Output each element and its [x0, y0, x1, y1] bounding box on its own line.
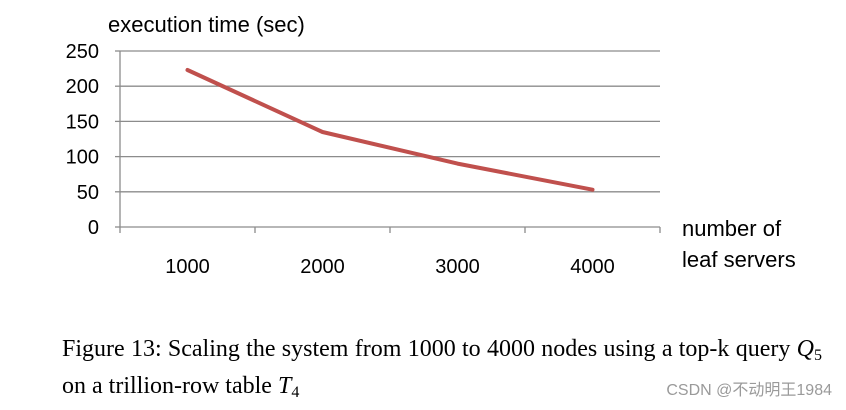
series [185, 68, 595, 192]
x-tick-label: 1000 [165, 256, 210, 278]
x-tick-label: 2000 [300, 256, 345, 278]
x-axis-label: number of leaf servers [682, 213, 796, 275]
figure-caption: Figure 13: Scaling the system from 1000 … [62, 334, 822, 408]
caption-text-2: on a trillion-row table [62, 373, 278, 399]
x-tick-label: 3000 [435, 256, 480, 278]
series-line [185, 68, 595, 192]
line-chart: 0 50 100 150 200 250 1000 2000 3000 4000 [66, 41, 661, 278]
x-tick-labels: 1000 2000 3000 4000 [165, 256, 615, 278]
y-tick-labels: 0 50 100 150 200 250 [66, 41, 99, 239]
y-tick-label: 200 [66, 76, 99, 98]
caption-table-symbol: T4 [277, 373, 300, 401]
y-tick-label: 150 [66, 111, 99, 133]
y-axis-label: execution time (sec) [108, 12, 305, 37]
y-tick-label: 250 [66, 41, 99, 63]
y-tick-label: 50 [77, 182, 99, 204]
x-axis-label-line-2: leaf servers [682, 247, 796, 272]
x-axis-label-line-1: number of [682, 216, 782, 241]
gridlines [120, 50, 660, 193]
caption-query-symbol: Q5 [796, 336, 822, 364]
y-tick-label: 0 [88, 217, 99, 239]
watermark: CSDN @不动明王1984 [666, 382, 832, 399]
x-tick-label: 4000 [570, 256, 615, 278]
caption-text-1: Figure 13: Scaling the system from 1000 … [62, 336, 797, 362]
y-tick-label: 100 [66, 147, 99, 169]
axes [115, 50, 661, 233]
